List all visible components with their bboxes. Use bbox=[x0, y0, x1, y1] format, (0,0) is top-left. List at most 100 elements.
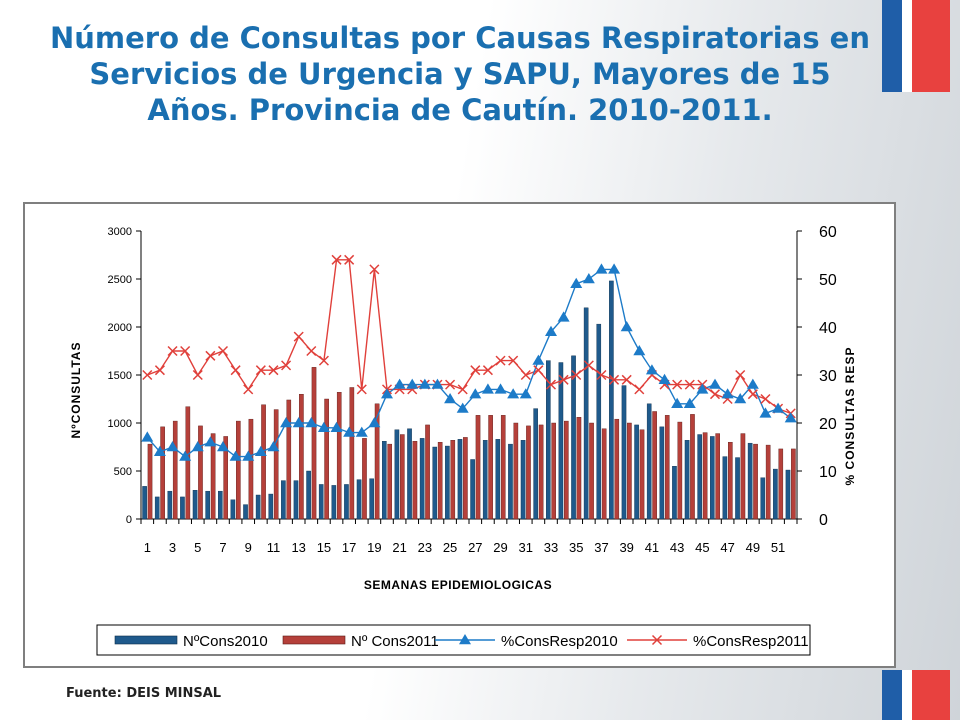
point-pctresp2011 bbox=[205, 350, 216, 361]
bar-cons2011 bbox=[412, 441, 418, 520]
combo-chart: 0 500 1000 1500 2000 2500 3000 0 10 20 30 40 50 60 1… bbox=[69, 224, 857, 656]
point-pctresp2011 bbox=[318, 355, 329, 366]
point-pctresp2011 bbox=[217, 345, 229, 357]
point-pctresp2010 bbox=[280, 417, 293, 428]
point-pctresp2011 bbox=[596, 369, 607, 381]
legend-swatch-cons2010 bbox=[114, 635, 178, 645]
bar-cons2010 bbox=[293, 480, 299, 520]
legend: NºCons2010 Nº Cons2011 %ConsResp2010 %ConsR… bbox=[96, 624, 811, 656]
point-pctresp2010 bbox=[532, 354, 545, 365]
point-pctresp2010 bbox=[431, 378, 444, 389]
left-axis-tick-label: 0 bbox=[126, 514, 132, 526]
x-axis-tick-label: 35 bbox=[569, 540, 583, 555]
point-pctresp2011 bbox=[243, 384, 254, 395]
point-pctresp2010 bbox=[191, 441, 204, 452]
legend-label-cons2011: Nº Cons2011 bbox=[351, 633, 439, 650]
bar-cons2011 bbox=[601, 428, 607, 520]
x-axis-tick-label: 49 bbox=[746, 540, 760, 555]
bar-series bbox=[142, 280, 796, 520]
x-axis-tick-label: 25 bbox=[443, 540, 457, 555]
left-axis-tick-label: 1500 bbox=[108, 370, 132, 382]
point-pctresp2011 bbox=[747, 389, 758, 400]
point-pctresp2011 bbox=[709, 389, 721, 400]
point-pctresp2010 bbox=[784, 412, 797, 423]
bar-cons2011 bbox=[728, 441, 733, 520]
bar-cons2011 bbox=[349, 387, 355, 520]
point-pctresp2010 bbox=[709, 378, 721, 389]
x-axis-tick-label: 17 bbox=[342, 540, 356, 555]
right-axis-tick-label: 50 bbox=[819, 272, 837, 289]
point-pctresp2010 bbox=[406, 378, 419, 389]
bar-cons2011 bbox=[500, 415, 506, 520]
right-axis-ticks: 0 10 20 30 40 50 60 bbox=[797, 224, 837, 529]
chart-panel: 0 500 1000 1500 2000 2500 3000 0 10 20 30 40 50 60 1… bbox=[23, 202, 896, 668]
point-pctresp2010 bbox=[153, 445, 166, 456]
bar-cons2010 bbox=[457, 439, 463, 520]
point-pctresp2010 bbox=[696, 383, 709, 394]
right-axis-tick-label: 20 bbox=[819, 416, 837, 433]
bar-cons2010 bbox=[609, 280, 614, 520]
point-pctresp2011 bbox=[281, 360, 292, 371]
point-pctresp2011 bbox=[558, 374, 569, 385]
bar-cons2010 bbox=[154, 496, 160, 520]
point-pctresp2011 bbox=[167, 345, 178, 357]
x-axis-tick-label: 7 bbox=[219, 540, 226, 555]
point-pctresp2011 bbox=[609, 374, 620, 385]
x-axis-title: SEMANAS EPIDEMIOLOGICAS bbox=[364, 578, 552, 592]
left-axis-tick-label: 500 bbox=[114, 466, 132, 478]
bar-cons2010 bbox=[773, 468, 778, 520]
bar-cons2011 bbox=[223, 436, 229, 520]
point-pctresp2010 bbox=[734, 393, 747, 404]
point-pctresp2011 bbox=[571, 369, 582, 381]
legend-swatch-cons2011 bbox=[282, 635, 346, 645]
right-axis-tick-label: 0 bbox=[819, 512, 828, 529]
bar-cons2011 bbox=[765, 444, 771, 520]
bar-cons2010 bbox=[659, 426, 665, 520]
bar-cons2011 bbox=[564, 420, 569, 520]
point-pctresp2011 bbox=[180, 345, 191, 357]
bar-cons2011 bbox=[362, 438, 367, 520]
bar-cons2010 bbox=[281, 480, 286, 520]
point-pctresp2011 bbox=[520, 369, 531, 381]
bar-cons2011 bbox=[248, 418, 254, 520]
legend-label-pctresp2010: %ConsResp2010 bbox=[501, 633, 618, 650]
point-pctresp2011 bbox=[344, 254, 355, 265]
point-pctresp2010 bbox=[317, 421, 330, 432]
x-axis-tick-label: 1 bbox=[144, 540, 151, 555]
bar-cons2010 bbox=[722, 456, 728, 520]
bar-cons2011 bbox=[261, 404, 266, 520]
point-pctresp2011 bbox=[508, 355, 519, 366]
bar-cons2010 bbox=[407, 428, 412, 520]
point-pctresp2011 bbox=[470, 365, 481, 376]
bar-cons2011 bbox=[715, 433, 720, 520]
point-pctresp2010 bbox=[469, 388, 482, 399]
point-pctresp2010 bbox=[721, 388, 734, 399]
bar-cons2011 bbox=[236, 420, 241, 520]
bar-cons2011 bbox=[400, 434, 405, 520]
point-pctresp2010 bbox=[759, 407, 772, 418]
bar-cons2010 bbox=[230, 499, 236, 520]
x-axis-tick-label: 41 bbox=[645, 540, 659, 555]
point-pctresp2011 bbox=[457, 384, 468, 395]
bar-cons2010 bbox=[495, 439, 501, 520]
point-pctresp2010 bbox=[570, 277, 583, 288]
bar-cons2010 bbox=[205, 490, 210, 520]
point-pctresp2011 bbox=[672, 379, 683, 390]
legend-label-cons2010: NºCons2010 bbox=[183, 633, 268, 650]
bar-cons2010 bbox=[180, 496, 185, 520]
x-axis-tick-label: 33 bbox=[544, 540, 558, 555]
point-pctresp2010 bbox=[557, 311, 570, 322]
point-pctresp2011 bbox=[142, 369, 153, 381]
x-axis-ticks: 1 3 5 7 9 11 13 15 17 19 21 23 25 27 29 31 33 35 37 39 41 43 4… bbox=[140, 519, 798, 555]
y2-axis-title: % CONSULTAS RESP bbox=[843, 347, 857, 486]
bar-cons2011 bbox=[463, 437, 468, 520]
point-pctresp2010 bbox=[582, 273, 595, 284]
point-pctresp2011 bbox=[621, 374, 632, 385]
point-pctresp2010 bbox=[267, 441, 280, 452]
bar-cons2011 bbox=[210, 433, 216, 520]
bar-cons2010 bbox=[621, 385, 627, 520]
right-axis-tick-label: 10 bbox=[819, 464, 837, 481]
chile-flag-stripe-top bbox=[882, 0, 950, 92]
bar-cons2011 bbox=[273, 409, 279, 520]
bar-cons2010 bbox=[344, 484, 349, 520]
